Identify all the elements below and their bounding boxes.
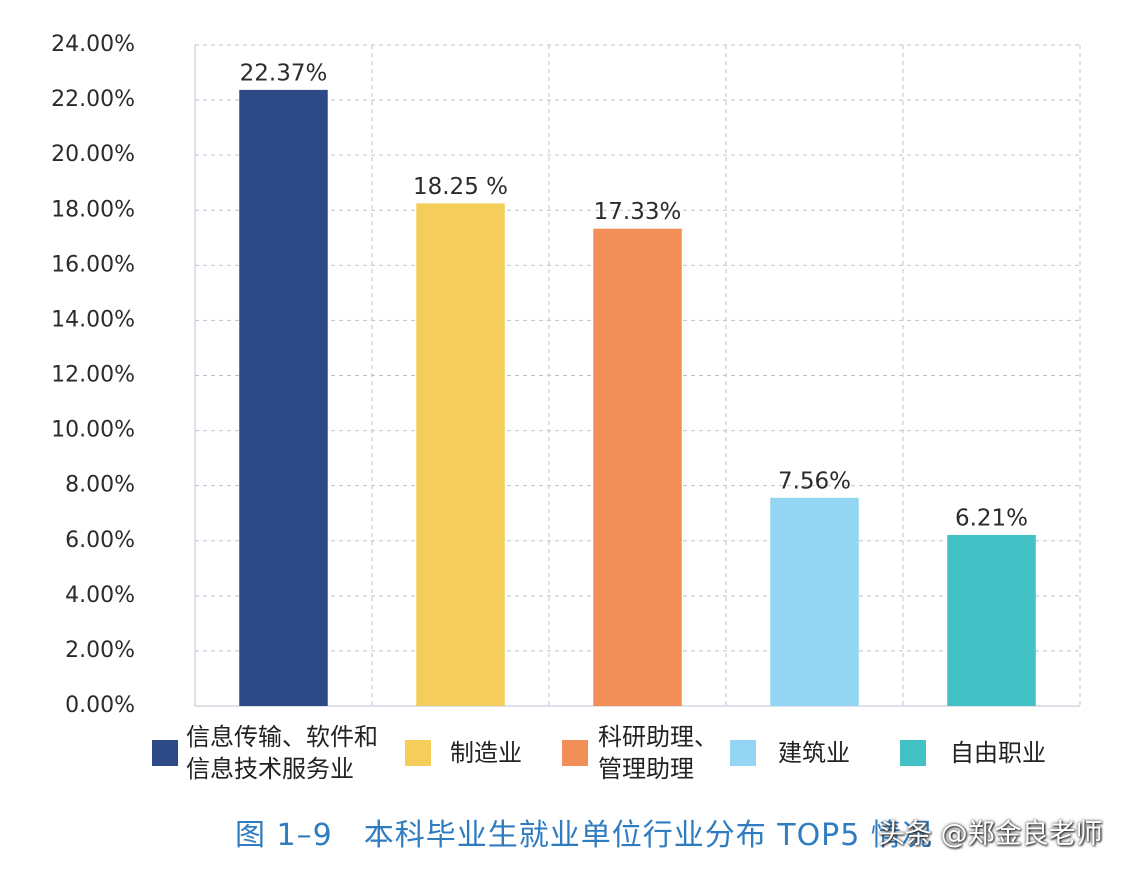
y-tick-label: 14.00%	[51, 307, 135, 332]
value-label: 17.33%	[594, 199, 682, 225]
bar	[770, 497, 859, 706]
y-tick-label: 0.00%	[65, 693, 135, 718]
legend-swatch	[900, 740, 926, 766]
bar	[947, 534, 1036, 706]
bar	[593, 228, 682, 706]
value-label: 6.21%	[955, 505, 1028, 531]
legend-swatch	[152, 740, 178, 766]
value-label: 18.25 %	[413, 174, 508, 200]
category-label: 制造业	[450, 739, 522, 767]
value-label: 7.56%	[778, 468, 851, 494]
value-label: 22.37%	[240, 60, 328, 86]
y-tick-label: 24.00%	[51, 32, 135, 57]
category-label: 自由职业	[950, 739, 1046, 767]
legend-swatch	[562, 740, 588, 766]
y-tick-label: 16.00%	[51, 252, 135, 277]
y-tick-label: 12.00%	[51, 363, 135, 388]
y-tick-label: 2.00%	[65, 638, 135, 663]
y-tick-label: 22.00%	[51, 87, 135, 112]
y-tick-label: 8.00%	[65, 473, 135, 498]
watermark: 头条 @郑金良老师	[878, 819, 1103, 850]
chart-title: 图 1–9 本科毕业生就业单位行业分布 TOP5 情况	[235, 818, 933, 853]
bar	[239, 89, 328, 706]
y-tick-label: 4.00%	[65, 583, 135, 608]
y-tick-label: 10.00%	[51, 418, 135, 443]
legend-swatch	[730, 740, 756, 766]
category-label: 建筑业	[778, 739, 850, 767]
y-tick-label: 18.00%	[51, 197, 135, 222]
y-tick-label: 20.00%	[51, 142, 135, 167]
legend-swatch	[405, 740, 431, 766]
y-tick-label: 6.00%	[65, 528, 135, 553]
category-label: 科研助理、管理助理	[598, 723, 718, 783]
category-label: 信息传输、软件和信息技术服务业	[186, 723, 378, 783]
bar	[416, 203, 505, 707]
